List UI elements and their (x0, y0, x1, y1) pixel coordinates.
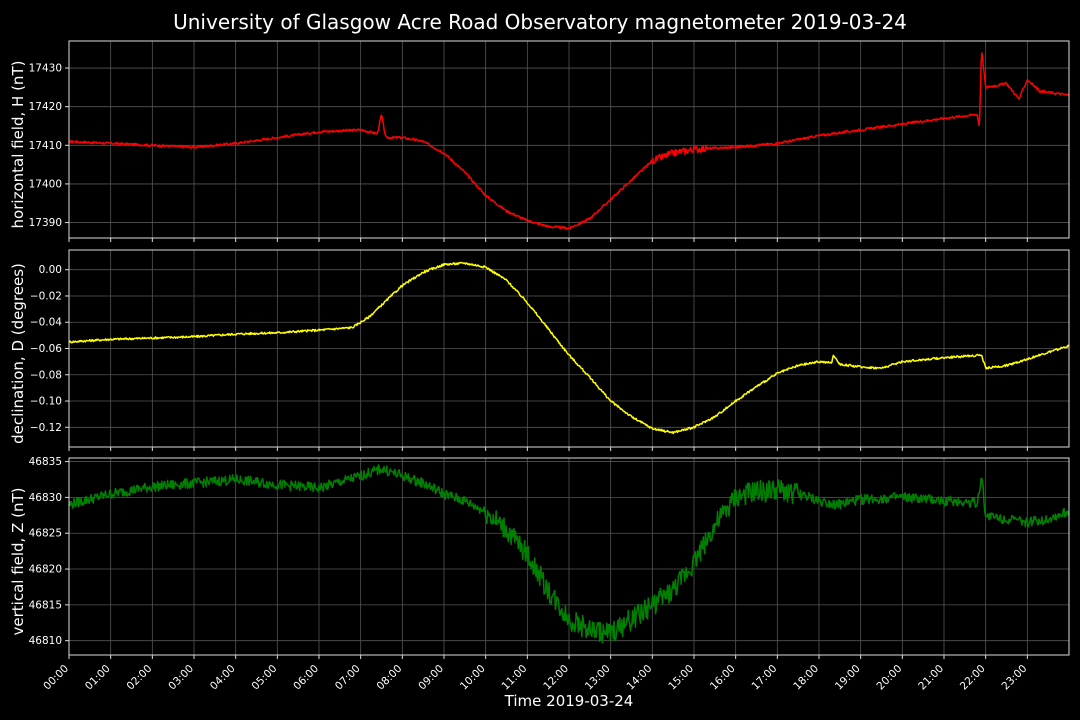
y-tick-label: 17410 (29, 140, 62, 152)
y-axis-label-D: declination, D (degrees) (9, 263, 27, 444)
y-tick-label: 17420 (29, 101, 62, 113)
y-axis-label-H: horizontal field, H (nT) (9, 61, 27, 229)
y-tick-label: −0.06 (30, 343, 62, 355)
y-tick-label: −0.04 (30, 317, 62, 329)
chart-title: University of Glasgow Acre Road Observat… (173, 10, 907, 34)
series-line-H (68, 52, 1070, 230)
y-tick-label: 46835 (29, 456, 62, 468)
y-tick-label: 17430 (29, 63, 62, 75)
y-axis-label-Z: vertical field, Z (nT) (9, 487, 27, 635)
panel-frame (68, 40, 1070, 239)
y-tick-label: −0.02 (30, 290, 62, 302)
y-tick-label: 46810 (29, 635, 62, 647)
panel-D: −0.12 −0.10 −0.08 −0.06 −0.04 −0.02 0.00 declin… (9, 249, 1070, 451)
panel-frame (68, 457, 1070, 656)
y-tick-label: 0.00 (39, 264, 62, 276)
series-line-Z (68, 464, 1070, 644)
y-tick-label: 46815 (29, 599, 62, 611)
y-tick-label: −0.08 (30, 369, 62, 381)
y-tick-label: 46830 (29, 492, 62, 504)
y-tick-label: −0.10 (30, 396, 62, 408)
y-tick-label: 46825 (29, 528, 62, 540)
y-tick-label: 17390 (29, 217, 62, 229)
y-tick-label: −0.12 (30, 422, 62, 434)
series-line-D (68, 261, 1070, 435)
panel-Z: 46810 46815 46820 46825 46830 46835 vertical f… (9, 456, 1070, 659)
x-axis-label: Time 2019-03-24 (504, 692, 634, 710)
y-tick-label: 17400 (29, 178, 62, 190)
panel-frame (68, 249, 1070, 448)
y-tick-label: 46820 (29, 564, 62, 576)
